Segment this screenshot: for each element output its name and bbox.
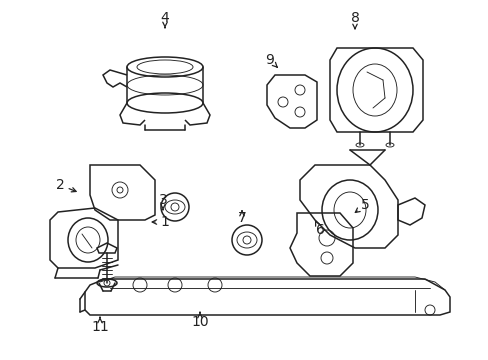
Text: 3: 3 [158,193,167,207]
Text: 11: 11 [91,320,109,334]
Text: 6: 6 [315,223,324,237]
Text: 5: 5 [360,198,368,212]
Text: 7: 7 [237,211,246,225]
Text: 4: 4 [160,11,169,25]
Text: 9: 9 [265,53,274,67]
Text: 8: 8 [350,11,359,25]
Text: 10: 10 [191,315,208,329]
Text: 2: 2 [56,178,64,192]
Text: 1: 1 [160,215,169,229]
